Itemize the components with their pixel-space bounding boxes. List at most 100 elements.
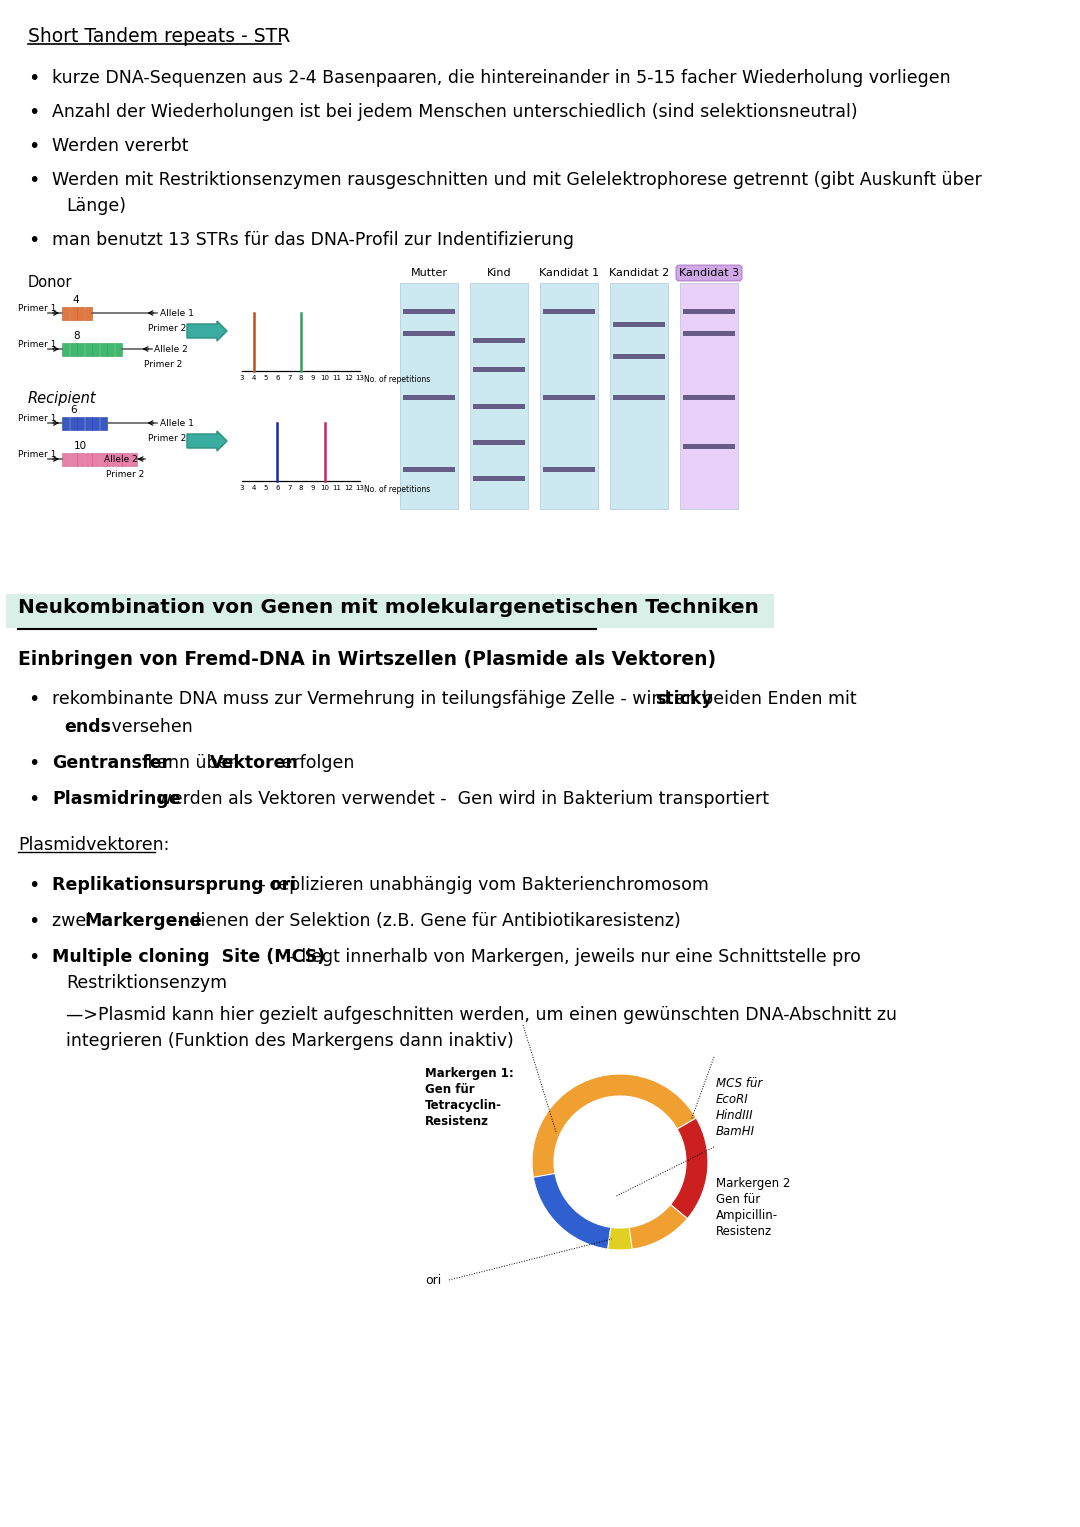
Bar	[403, 308, 455, 313]
Text: kann über: kann über	[141, 754, 241, 773]
Text: Werden mit Restriktionsenzymen rausgeschnitten und mit Gelelektrophorese getrenn: Werden mit Restriktionsenzymen rausgesch…	[52, 171, 982, 189]
Bar	[84, 417, 92, 429]
Text: Markergene: Markergene	[84, 912, 202, 930]
Text: ends: ends	[64, 718, 111, 736]
Bar	[114, 342, 121, 356]
Text: - liegt innerhalb von Markergen, jeweils nur eine Schnittstelle pro: - liegt innerhalb von Markergen, jeweils…	[284, 948, 861, 967]
Text: Länge): Länge)	[66, 197, 126, 215]
Text: Markergen 1:
Gen für
Tetracyclin-
Resistenz: Markergen 1: Gen für Tetracyclin- Resist…	[426, 1067, 514, 1128]
Text: •: •	[28, 231, 39, 250]
Text: •: •	[28, 754, 39, 773]
Bar	[403, 467, 455, 472]
Text: •: •	[28, 69, 39, 89]
Text: Einbringen von Fremd-DNA in Wirtszellen (Plasmide als Vektoren): Einbringen von Fremd-DNA in Wirtszellen …	[18, 651, 716, 669]
Text: Plasmidvektoren:: Plasmidvektoren:	[18, 835, 170, 854]
Text: 3: 3	[240, 376, 244, 382]
Text: Allele 1: Allele 1	[160, 310, 193, 319]
Bar	[610, 282, 669, 508]
Bar	[473, 368, 525, 373]
Bar	[84, 307, 92, 319]
Bar	[114, 452, 121, 466]
Bar	[69, 307, 77, 319]
Text: 10: 10	[320, 486, 329, 492]
Text: Primer 1: Primer 1	[18, 414, 56, 423]
Text: 13: 13	[355, 376, 365, 382]
Bar	[69, 452, 77, 466]
Bar	[473, 337, 525, 344]
Bar	[683, 444, 735, 449]
Bar	[543, 394, 595, 400]
Text: Primer 1: Primer 1	[18, 450, 56, 460]
Bar	[130, 452, 136, 466]
Bar	[77, 342, 84, 356]
Text: 13: 13	[355, 486, 365, 492]
Text: 12: 12	[343, 486, 353, 492]
Text: 10: 10	[75, 441, 87, 450]
Text: Kandidat 3: Kandidat 3	[679, 269, 739, 278]
Text: - replizieren unabhängig vom Bakterienchromosom: - replizieren unabhängig vom Bakteriench…	[254, 876, 708, 893]
Text: sticky: sticky	[654, 690, 713, 709]
Text: Markergen 2
Gen für
Ampicillin-
Resistenz: Markergen 2 Gen für Ampicillin- Resisten…	[716, 1177, 791, 1238]
Text: 8: 8	[73, 331, 80, 341]
FancyArrow shape	[187, 321, 227, 341]
Bar	[62, 417, 69, 429]
Bar	[543, 308, 595, 313]
Text: •: •	[28, 690, 39, 709]
Bar	[403, 331, 455, 336]
Text: Allele 2: Allele 2	[154, 345, 188, 354]
Text: 3: 3	[240, 486, 244, 492]
Bar	[62, 342, 69, 356]
Bar	[680, 282, 738, 508]
Text: Allele 1: Allele 1	[160, 420, 193, 429]
Bar	[84, 342, 92, 356]
Text: •: •	[28, 876, 39, 895]
Text: 4: 4	[252, 486, 256, 492]
Bar	[403, 394, 455, 400]
Text: Kandidat 2: Kandidat 2	[609, 269, 670, 278]
Bar	[99, 417, 107, 429]
Bar	[77, 452, 84, 466]
Text: versehen: versehen	[106, 718, 192, 736]
Text: MCS für
EcoRI
HindIII
BamHI: MCS für EcoRI HindIII BamHI	[716, 1077, 762, 1138]
Bar	[69, 342, 77, 356]
Text: Vektoren: Vektoren	[210, 754, 299, 773]
Text: rekombinante DNA muss zur Vermehrung in teilungsfähige Zelle - wird an beiden En: rekombinante DNA muss zur Vermehrung in …	[52, 690, 862, 709]
Text: •: •	[28, 912, 39, 931]
Text: Multiple cloning  Site (MCS): Multiple cloning Site (MCS)	[52, 948, 325, 967]
Text: 10: 10	[320, 376, 329, 382]
Text: Replikationsursprung ori: Replikationsursprung ori	[52, 876, 296, 893]
Bar	[92, 452, 99, 466]
Text: 4: 4	[252, 376, 256, 382]
Wedge shape	[671, 1118, 708, 1219]
Bar	[69, 417, 77, 429]
Text: Allele 2: Allele 2	[105, 455, 138, 464]
Wedge shape	[532, 1073, 697, 1251]
Text: 11: 11	[332, 376, 341, 382]
Text: 6: 6	[70, 405, 77, 415]
Text: man benutzt 13 STRs für das DNA-Profil zur Indentifizierung: man benutzt 13 STRs für das DNA-Profil z…	[52, 231, 573, 249]
Bar	[77, 417, 84, 429]
Text: •: •	[28, 137, 39, 156]
Text: 5: 5	[264, 486, 268, 492]
Text: •: •	[28, 789, 39, 809]
Bar	[92, 417, 99, 429]
Text: erfolgen: erfolgen	[276, 754, 354, 773]
Wedge shape	[608, 1228, 632, 1251]
Text: werden als Vektoren verwendet -  Gen wird in Bakterium transportiert: werden als Vektoren verwendet - Gen wird…	[152, 789, 769, 808]
Text: 9: 9	[311, 486, 315, 492]
Bar	[473, 440, 525, 444]
Bar	[683, 308, 735, 313]
Bar	[107, 342, 114, 356]
Text: No. of repetitions: No. of repetitions	[364, 376, 430, 383]
Text: 4: 4	[72, 295, 79, 305]
Bar	[473, 403, 525, 409]
Text: Primer 1: Primer 1	[18, 304, 56, 313]
Text: 8: 8	[299, 376, 303, 382]
Text: •: •	[28, 171, 39, 189]
Text: •: •	[28, 948, 39, 967]
Text: 9: 9	[311, 376, 315, 382]
Text: Restriktionsenzym: Restriktionsenzym	[66, 974, 227, 993]
Text: Primer 1: Primer 1	[18, 341, 56, 350]
Bar	[99, 342, 107, 356]
Text: 8: 8	[299, 486, 303, 492]
